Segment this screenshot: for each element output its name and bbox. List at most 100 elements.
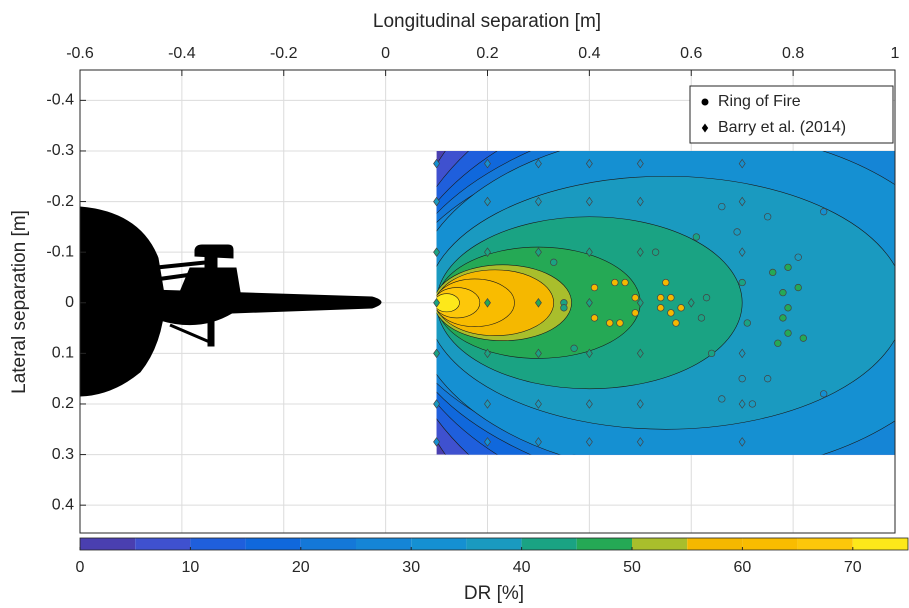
circle-marker [662,278,670,287]
diamond-marker [484,158,491,169]
circle-marker [621,278,629,287]
circle-marker [784,329,792,337]
circle-marker [738,375,746,383]
circle-marker [606,319,614,327]
x-tick-label: 0.8 [782,45,804,62]
circle-marker [550,258,558,266]
colorbar-bin [466,538,522,550]
colorbar-tick-label: 50 [623,559,641,576]
circle-marker [820,390,828,398]
diamond-marker [738,437,746,447]
colorbar-frame [79,537,909,551]
circle-marker [779,288,787,297]
diamond-marker [585,196,593,207]
y-tick-label: 0.2 [52,395,74,412]
circle-marker [677,304,685,312]
circle-marker [794,253,802,261]
colorbar-bin [300,538,356,550]
points [433,158,828,447]
diamond-marker [636,399,644,409]
diamond-marker [433,437,440,447]
x-tick-label: -0.4 [168,45,196,62]
diamond-marker [636,348,644,359]
circle-marker [702,294,711,302]
diamond-marker [535,399,542,409]
circle-marker [667,294,675,302]
diamond-marker [738,348,746,359]
diamond-marker [433,196,440,207]
colorbar-tick-label: 60 [734,559,752,576]
circle-marker [631,294,639,302]
circle-marker [672,319,680,327]
diamond-marker [636,437,644,447]
colorbar-bin [797,538,853,550]
diamond-marker [738,196,746,207]
diamond-marker [636,297,644,308]
y-tick-label: 0 [65,294,74,311]
x-tick-label: 0.4 [578,45,600,62]
diamond-marker [738,158,746,169]
circle-marker [701,98,709,106]
circle-marker [820,208,828,216]
circle-marker [794,283,802,292]
circle-marker [590,283,599,292]
colorbar-bin [356,538,412,550]
y-tick-label: -0.3 [46,142,74,159]
diamond-marker [585,399,593,409]
colorbar-bin [632,538,688,550]
legend: Ring of Fire Barry et al. (2014) [689,85,894,144]
colorbar-tick-label: 30 [402,559,420,576]
diamond-marker [585,247,593,257]
circle-marker [657,294,665,302]
circle-marker [738,278,746,287]
diamond-marker [535,437,542,447]
circle-marker [784,263,792,271]
diamond-marker [535,158,542,169]
circle-marker [733,228,741,236]
diamond-marker [484,348,491,359]
circle-marker [779,314,787,322]
diamond-marker [433,158,440,169]
y-tick-label: 0.1 [52,345,74,362]
diamond-marker [636,196,644,207]
colorbar-bin [742,538,798,550]
colorbar-bin [687,538,743,550]
circle-marker [616,319,624,327]
circle-marker [718,202,726,211]
circle-marker [590,314,599,322]
circle-marker [611,278,619,287]
y-tick-label: 0.4 [52,496,74,513]
contour-band [436,293,460,313]
diamond-marker [585,158,593,169]
circle-marker [570,344,578,352]
circle-marker [774,339,782,347]
diamond-marker [433,247,440,257]
circle-marker [657,304,665,312]
colorbar-tick-label: 70 [844,559,862,576]
circle-marker [764,375,772,383]
circle-marker [769,268,777,277]
circle-marker [697,314,706,322]
circle-marker [560,304,568,312]
diamond-marker [585,437,593,447]
x-tick-label: 1 [891,45,900,62]
circle-marker [784,304,792,312]
x-tick-label: 0 [381,45,390,62]
diamond-marker [535,247,542,257]
diamond-marker [484,437,491,447]
diamond-marker [585,348,593,359]
x-tick-label: -0.2 [270,45,298,62]
diamond-marker [484,399,491,409]
colorbar-bin [135,538,191,550]
x-tick-label: -0.6 [66,45,94,62]
diamond-marker [433,399,440,409]
circle-marker [718,395,726,403]
diamond-marker [636,247,644,257]
colorbar-tick-label: 0 [76,559,85,576]
y-axis-label: Lateral separation [m] [9,210,30,394]
colorbar-bin [521,538,577,550]
diamond-marker [484,247,491,257]
y-tick-label: -0.2 [46,193,74,210]
diamond-marker [636,158,644,169]
